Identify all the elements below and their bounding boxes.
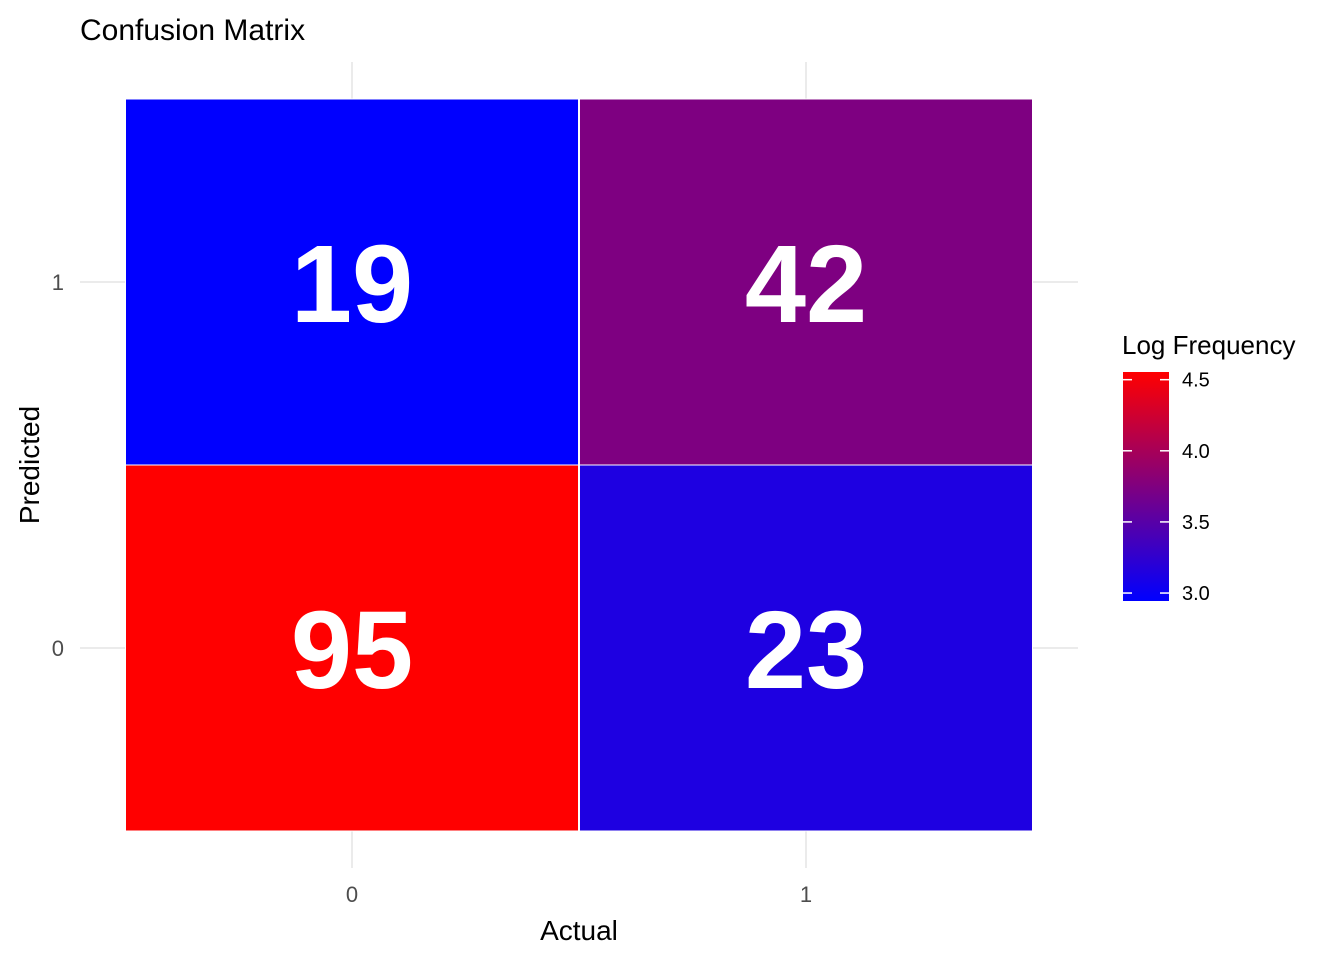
y-axis-title: Predicted — [14, 406, 45, 524]
x-tick-label: 0 — [346, 882, 358, 907]
cell-labels: 19 42 95 23 — [291, 223, 867, 712]
legend-tick-label: 4.0 — [1182, 441, 1210, 463]
x-axis-title: Actual — [540, 915, 618, 946]
color-legend: Log Frequency 3.0 3.5 4.0 4.5 — [1122, 330, 1295, 605]
legend-colorbar — [1123, 372, 1169, 601]
legend-tick-label: 3.0 — [1182, 583, 1210, 605]
y-tick-label: 1 — [52, 270, 64, 295]
legend-ticks: 3.0 3.5 4.0 4.5 — [1123, 370, 1210, 605]
y-axis-ticks: 01 — [52, 270, 64, 661]
y-tick-label: 0 — [52, 636, 64, 661]
heatmap-cells — [125, 98, 1033, 832]
cell-count-label: 19 — [291, 223, 413, 346]
heatmap-cell-actual-0-predicted-0 — [125, 464, 579, 832]
cell-count-label: 95 — [291, 589, 413, 712]
legend-tick-label: 3.5 — [1182, 512, 1210, 534]
cell-count-label: 42 — [745, 223, 867, 346]
heatmap-cell-actual-0-predicted-1 — [125, 98, 579, 466]
cell-count-label: 23 — [745, 589, 867, 712]
chart-title: Confusion Matrix — [80, 14, 305, 47]
x-tick-label: 1 — [800, 882, 812, 907]
legend-tick-label: 4.5 — [1182, 370, 1210, 392]
heatmap-cell-actual-1-predicted-0 — [579, 464, 1033, 832]
legend-title: Log Frequency — [1122, 330, 1295, 360]
